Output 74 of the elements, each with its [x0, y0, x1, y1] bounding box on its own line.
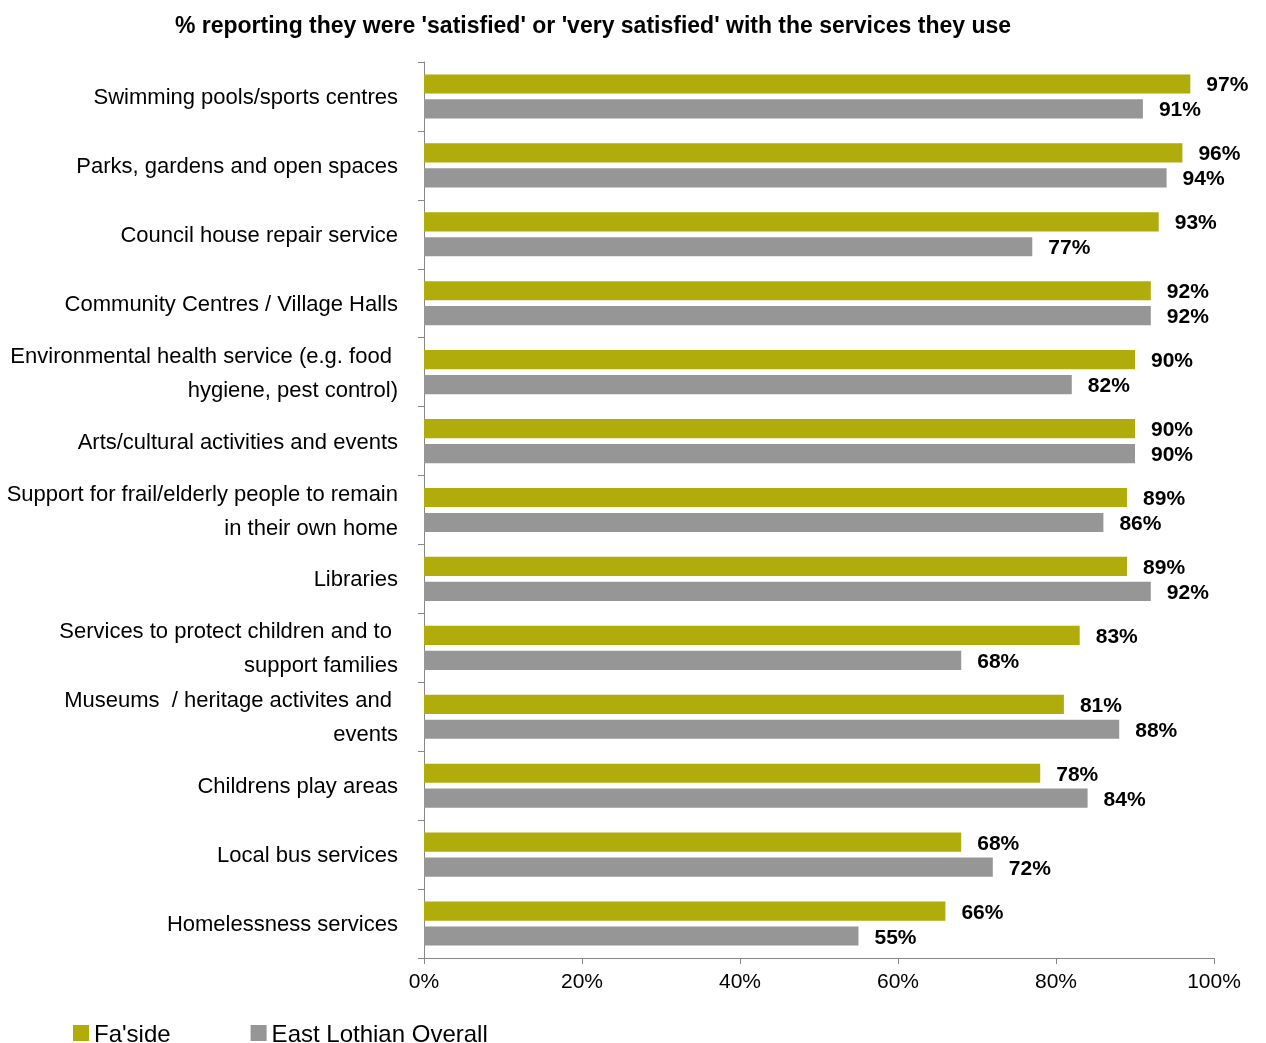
bar [424, 419, 1135, 439]
data-label: 83% [1095, 623, 1139, 647]
y-tick-label: Libraries [313, 566, 398, 592]
data-label: 91% [1158, 97, 1202, 121]
y-tick-label: Council house repair service [120, 221, 398, 247]
data-label: 89% [1143, 486, 1186, 510]
x-tick-label: 60% [876, 969, 920, 992]
data-label: 90% [1151, 442, 1194, 466]
y-tick-label: Parks, gardens and open spaces [76, 152, 398, 178]
bar [424, 350, 1135, 370]
data-label: 94% [1182, 166, 1225, 190]
data-label: 72% [1008, 855, 1052, 879]
bar [424, 857, 993, 877]
data-label: 77% [1048, 235, 1091, 259]
bar [424, 281, 1151, 301]
data-label: 81% [1079, 692, 1123, 716]
data-label: 89% [1143, 554, 1186, 578]
legend-label: Fa'side [94, 1019, 171, 1043]
y-tick-label: Support for frail/elderly people to remain in their own home [6, 480, 398, 540]
bar [424, 926, 859, 946]
y-tick-label: Homelessness services [166, 911, 398, 937]
x-tick-label: 40% [718, 969, 762, 992]
bar [424, 556, 1128, 577]
y-tick-label: Museums / heritage activites and events [64, 687, 398, 747]
bar [424, 719, 1120, 739]
bar [424, 212, 1159, 232]
x-tick-label: 20% [560, 969, 604, 992]
y-tick-label: Environmental health service (e.g. food hygiene, pest control) [10, 342, 398, 402]
data-label: 90% [1151, 417, 1194, 441]
data-label: 84% [1103, 786, 1146, 810]
bar [424, 763, 1041, 783]
x-tick-label: 100% [1187, 969, 1241, 992]
data-label: 92% [1166, 579, 1210, 603]
bar [424, 237, 1033, 257]
data-label: 82% [1087, 373, 1131, 397]
bar [424, 788, 1088, 808]
bar [424, 650, 962, 670]
bar [424, 625, 1080, 645]
x-tick-label: 80% [1034, 969, 1078, 992]
bar [424, 581, 1151, 601]
data-label: 90% [1151, 348, 1194, 372]
data-label: 92% [1166, 279, 1210, 303]
bar [424, 901, 946, 921]
data-label: 88% [1135, 717, 1178, 741]
y-tick-label: Services to protect children and to support families [59, 618, 398, 678]
data-label: 66% [961, 899, 1004, 923]
bar [424, 832, 962, 852]
data-label: 93% [1174, 210, 1218, 234]
bar [424, 306, 1151, 326]
bar [424, 512, 1104, 533]
data-label: 68% [977, 830, 1020, 854]
bar [424, 168, 1167, 188]
data-label: 92% [1166, 304, 1210, 328]
bar [424, 443, 1135, 464]
x-tick-label: 0% [408, 969, 440, 992]
bar [424, 375, 1072, 395]
bar [424, 694, 1064, 714]
y-tick-label: Community Centres / Village Halls [64, 290, 398, 316]
data-label: 78% [1056, 761, 1099, 785]
data-label: 86% [1119, 510, 1162, 534]
bar [424, 74, 1191, 94]
bar [424, 143, 1183, 163]
data-label: 68% [977, 648, 1020, 672]
bar [424, 99, 1143, 119]
y-tick-label: Local bus services [217, 842, 398, 868]
data-label: 96% [1198, 141, 1241, 165]
legend-label: East Lothian Overall [271, 1019, 488, 1043]
data-label: 97% [1206, 72, 1249, 96]
chart-title: % reporting they were 'satisfied' or 'very satisfied' with the services they use [174, 11, 1012, 38]
y-tick-label: Childrens play areas [197, 773, 398, 799]
bar [424, 487, 1128, 508]
y-tick-label: Swimming pools/sports centres [93, 83, 398, 109]
y-tick-label: Arts/cultural activities and events [77, 428, 398, 454]
data-label: 55% [874, 924, 917, 948]
